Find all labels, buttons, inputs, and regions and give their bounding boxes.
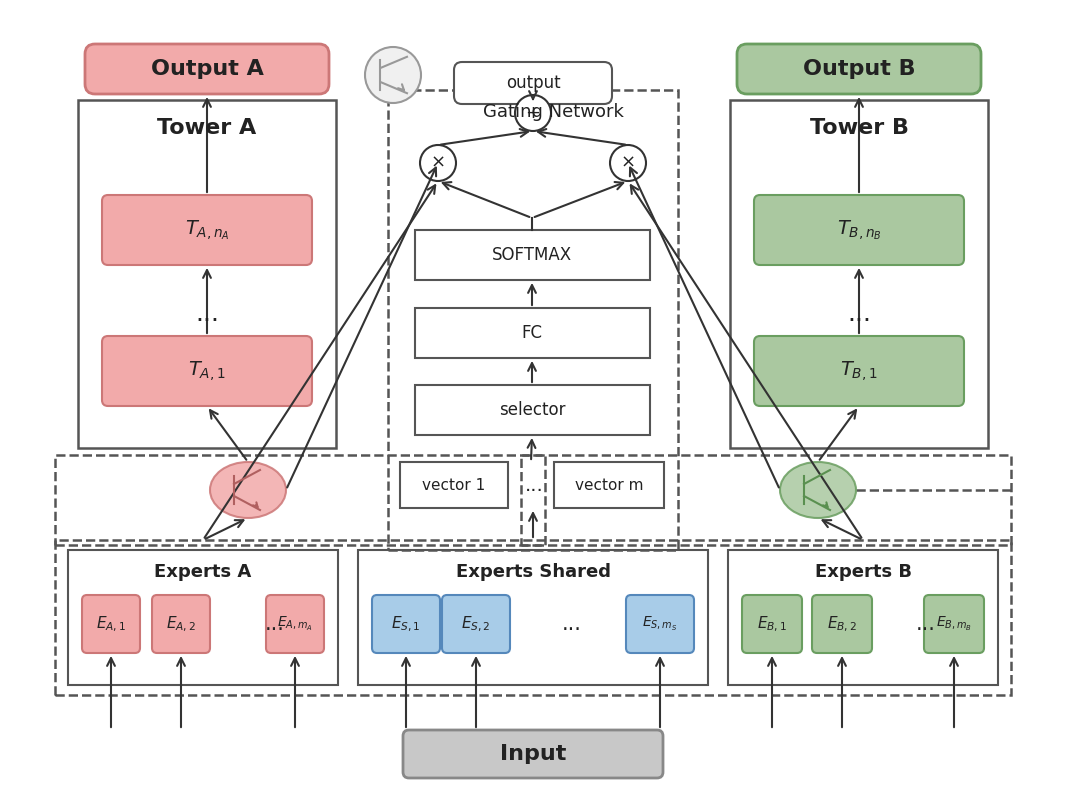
Text: $T_{A,n_A}$: $T_{A,n_A}$ [184, 218, 229, 242]
Bar [730, 100, 988, 448]
FancyBboxPatch shape [82, 595, 140, 653]
FancyBboxPatch shape [754, 336, 964, 406]
Text: ...: ... [524, 475, 544, 494]
Bar [400, 462, 508, 508]
Bar [55, 540, 1011, 695]
Text: $E_{A,1}$: $E_{A,1}$ [96, 615, 126, 634]
Ellipse shape [210, 462, 286, 518]
FancyBboxPatch shape [742, 595, 802, 653]
Text: ×: × [620, 154, 635, 172]
Text: vector m: vector m [575, 478, 643, 493]
Bar [521, 455, 1011, 545]
Text: $T_{A,1}$: $T_{A,1}$ [189, 359, 226, 383]
FancyBboxPatch shape [266, 595, 324, 653]
Text: $E_{A,m_A}$: $E_{A,m_A}$ [277, 615, 313, 633]
Text: Gating Network: Gating Network [483, 103, 624, 121]
Text: $E_{B,m_B}$: $E_{B,m_B}$ [936, 615, 972, 633]
Bar [358, 550, 708, 685]
FancyBboxPatch shape [403, 730, 663, 778]
FancyBboxPatch shape [754, 195, 964, 265]
Bar [78, 100, 336, 448]
Text: FC: FC [521, 324, 543, 342]
FancyBboxPatch shape [152, 595, 210, 653]
FancyBboxPatch shape [102, 336, 312, 406]
Text: ...: ... [847, 302, 871, 326]
Bar [68, 550, 338, 685]
Text: output: output [505, 74, 561, 92]
Circle shape [365, 47, 421, 103]
Text: ...: ... [195, 302, 219, 326]
Ellipse shape [780, 462, 856, 518]
Text: Tower A: Tower A [158, 118, 257, 138]
Bar [388, 90, 678, 550]
Text: $E_{B,2}$: $E_{B,2}$ [827, 615, 857, 634]
FancyBboxPatch shape [372, 595, 440, 653]
Text: $E_{B,1}$: $E_{B,1}$ [757, 615, 787, 634]
Circle shape [515, 95, 551, 131]
Text: Experts A: Experts A [155, 563, 252, 581]
Bar [55, 455, 545, 545]
Bar [554, 462, 664, 508]
Bar [415, 230, 650, 280]
Text: $T_{B,n_B}$: $T_{B,n_B}$ [837, 218, 882, 242]
Bar [415, 308, 650, 358]
FancyBboxPatch shape [626, 595, 694, 653]
FancyBboxPatch shape [812, 595, 872, 653]
Bar [728, 550, 998, 685]
Text: Input: Input [500, 744, 566, 764]
Text: $T_{B,1}$: $T_{B,1}$ [840, 359, 877, 383]
Text: Output B: Output B [803, 59, 916, 79]
Text: ...: ... [265, 614, 285, 634]
FancyBboxPatch shape [737, 44, 981, 94]
Text: Experts B: Experts B [814, 563, 911, 581]
FancyBboxPatch shape [102, 195, 312, 265]
Circle shape [610, 145, 646, 181]
Text: Output A: Output A [150, 59, 263, 79]
FancyBboxPatch shape [924, 595, 984, 653]
Bar [415, 385, 650, 435]
Text: ...: ... [562, 614, 582, 634]
Text: selector: selector [499, 401, 565, 419]
Text: +: + [526, 104, 540, 122]
FancyBboxPatch shape [85, 44, 329, 94]
Text: ×: × [431, 154, 446, 172]
FancyBboxPatch shape [442, 595, 510, 653]
Text: $E_{A,2}$: $E_{A,2}$ [166, 615, 196, 634]
Text: Tower B: Tower B [809, 118, 908, 138]
Text: ...: ... [916, 614, 936, 634]
Text: $E_{S,m_S}$: $E_{S,m_S}$ [643, 615, 678, 633]
Text: $E_{S,2}$: $E_{S,2}$ [462, 615, 490, 634]
Circle shape [420, 145, 456, 181]
Text: Experts Shared: Experts Shared [455, 563, 611, 581]
Text: SOFTMAX: SOFTMAX [491, 246, 572, 264]
Text: $E_{S,1}$: $E_{S,1}$ [391, 615, 421, 634]
Text: vector 1: vector 1 [422, 478, 486, 493]
FancyBboxPatch shape [454, 62, 612, 104]
